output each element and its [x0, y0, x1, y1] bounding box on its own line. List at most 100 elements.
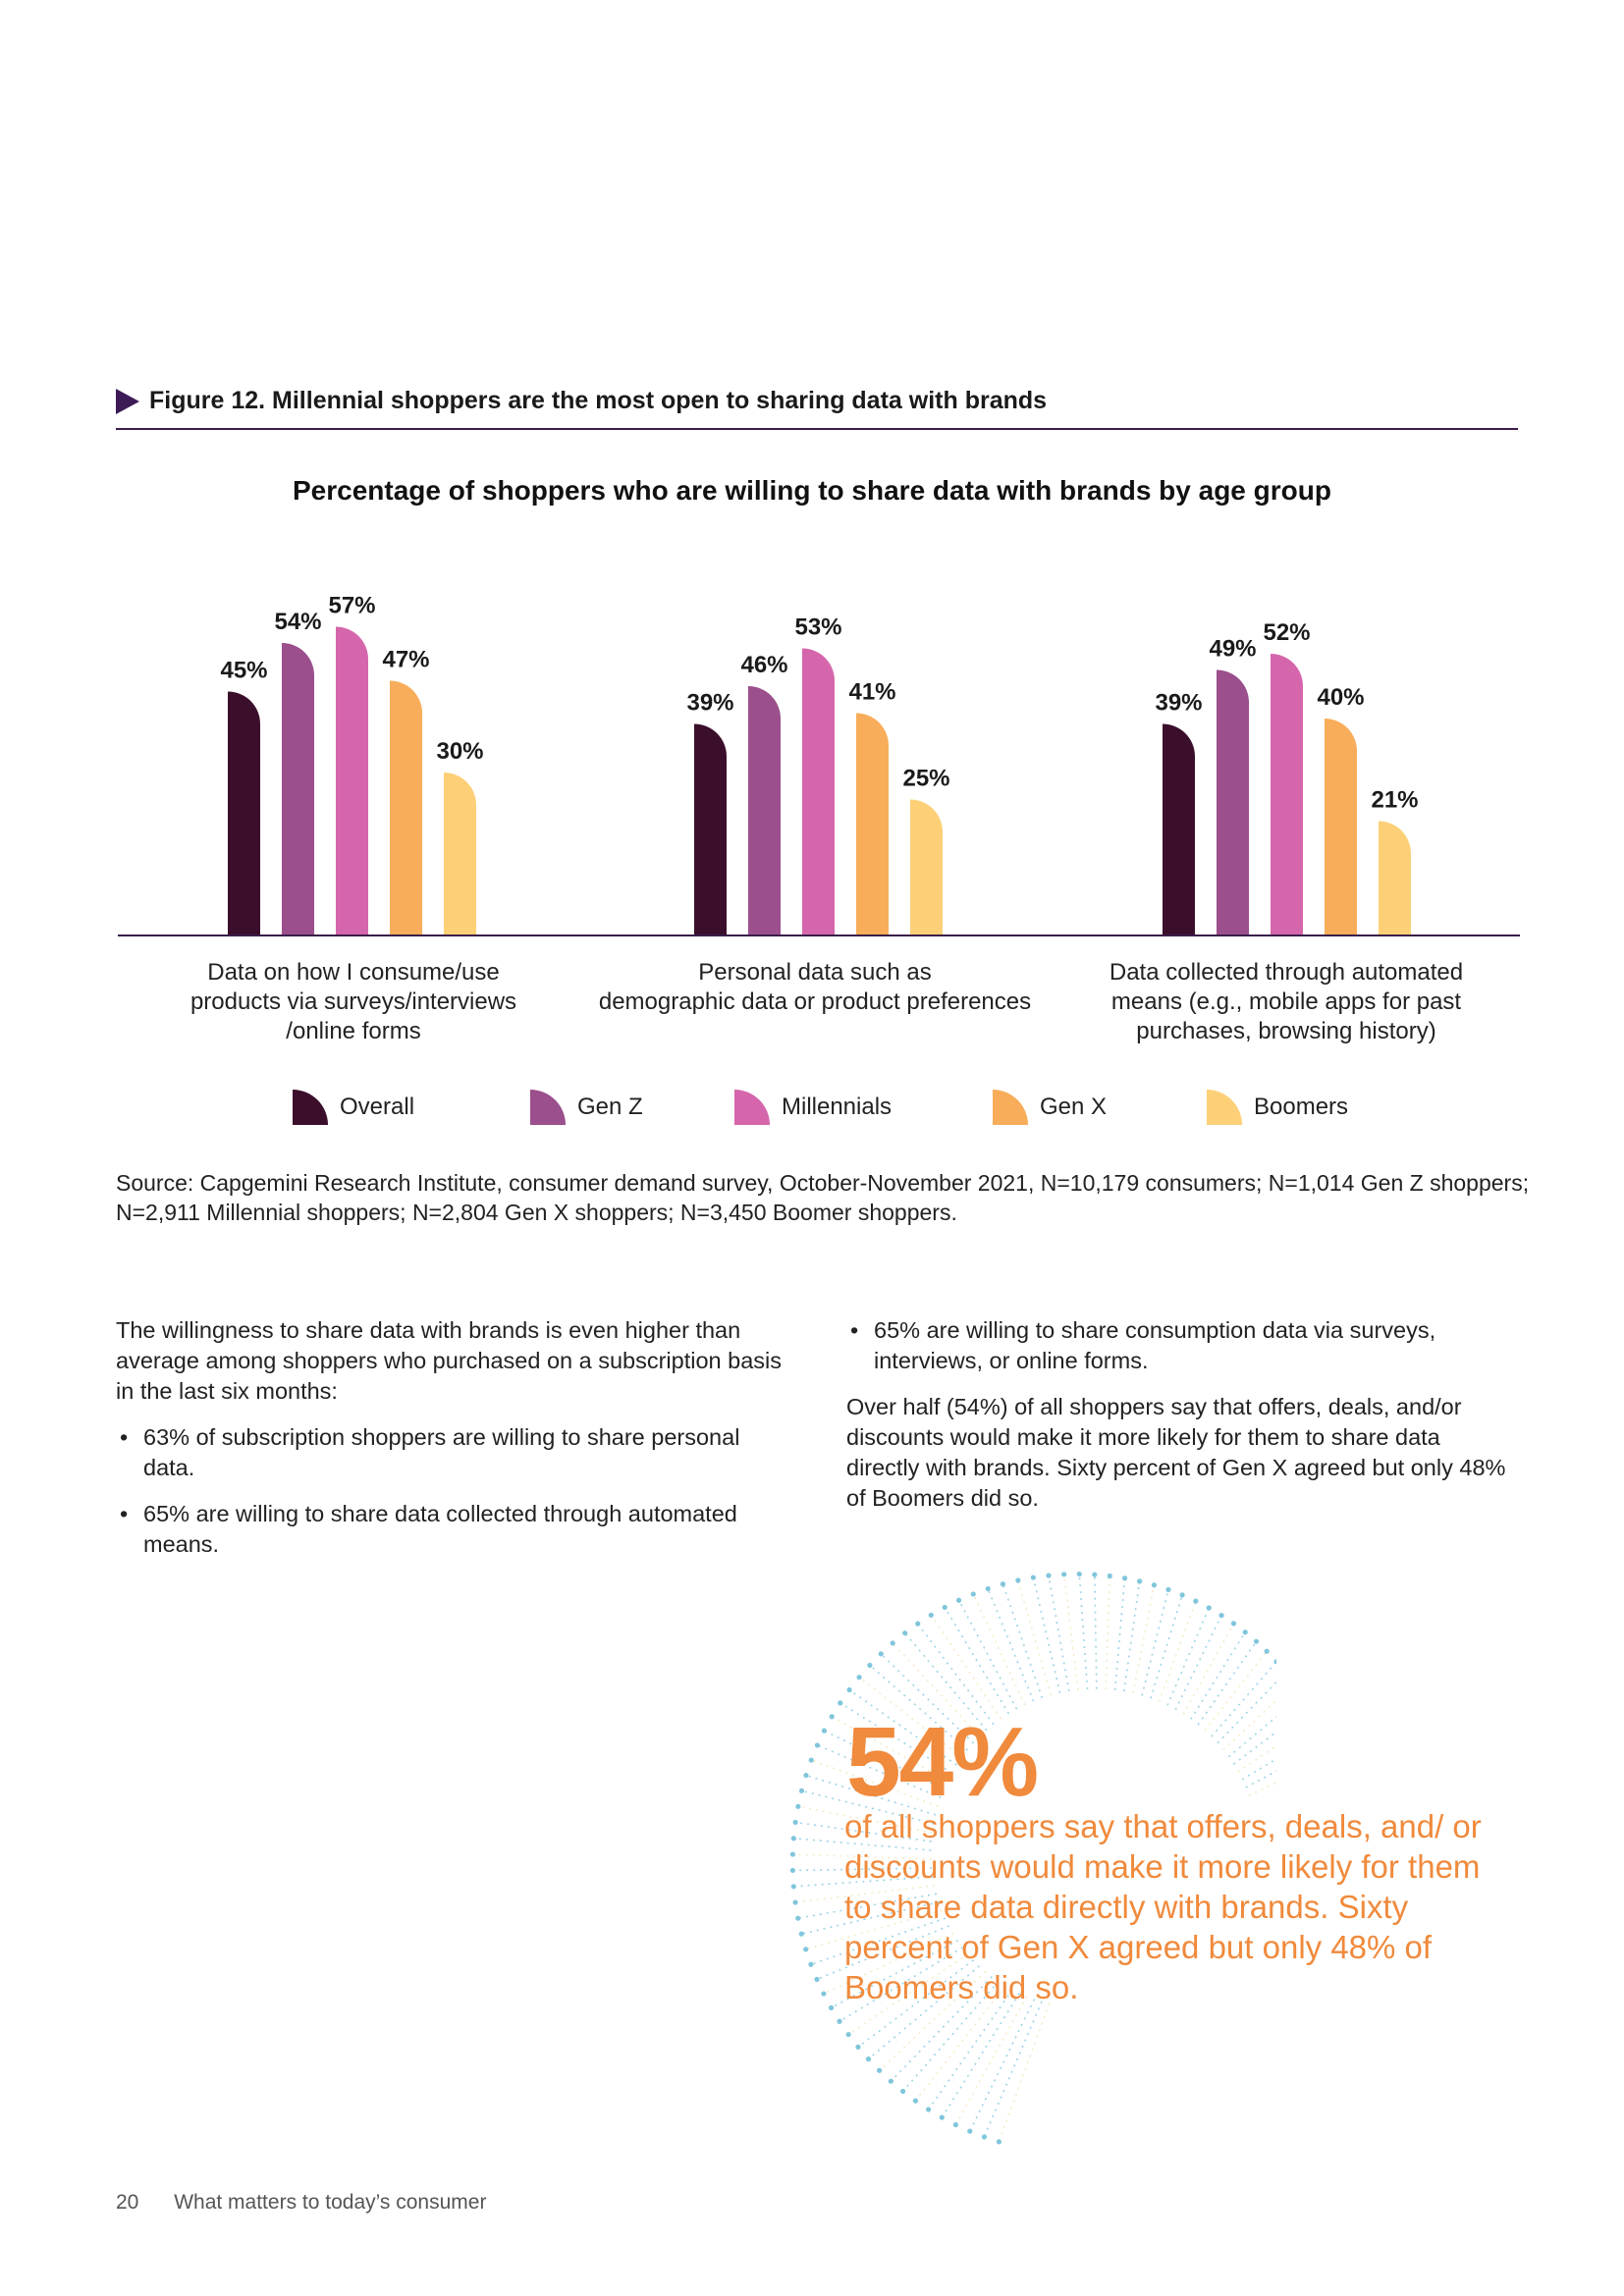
burst-ray-dot	[1165, 1586, 1171, 1593]
burst-ray-dot	[1000, 1581, 1006, 1587]
burst-ray-dot	[981, 2134, 988, 2140]
bar-millennials-1	[336, 626, 368, 934]
burst-ray	[829, 1714, 948, 1782]
burst-ray	[915, 1621, 995, 1726]
burst-ray	[1076, 1571, 1089, 1689]
burst-ray-dot	[1264, 1648, 1270, 1654]
burst-ray	[1132, 1582, 1158, 1694]
burst-ray-line	[957, 1599, 1018, 1710]
burst-ray-line	[839, 1702, 953, 1774]
burst-ray	[1150, 1592, 1185, 1699]
burst-ray	[928, 1612, 1002, 1720]
burst-ray-dot	[808, 1961, 814, 1967]
burst-ray-dot	[789, 1867, 795, 1874]
burst-ray-line	[880, 1653, 975, 1744]
burst-ray-dot	[828, 2004, 835, 2010]
burst-ray-dot	[1107, 1573, 1112, 1579]
bar-label-overall-3: 39%	[1155, 690, 1202, 717]
burst-ray-dot	[790, 1884, 796, 1890]
bar-millennials-2	[802, 648, 835, 934]
bar-overall-2	[694, 723, 727, 934]
burst-ray-dot	[1273, 1659, 1276, 1665]
burst-ray	[1061, 1572, 1079, 1690]
bar-label-boomers-2: 25%	[902, 766, 949, 792]
burst-ray-line	[944, 1607, 1010, 1715]
legend-item-gen-x: Gen X	[993, 1090, 1107, 1125]
burst-ray	[1248, 1782, 1276, 1796]
burst-ray-line	[1190, 1631, 1246, 1720]
burst-ray-dot	[952, 2121, 958, 2128]
burst-ray-line	[1241, 1757, 1276, 1781]
bar-gen-x-2	[856, 713, 889, 934]
burst-ray	[798, 1900, 940, 1937]
burst-ray	[1046, 1573, 1070, 1692]
burst-ray	[970, 1591, 1026, 1706]
burst-ray	[808, 1917, 947, 1967]
burst-ray-dot	[1230, 1621, 1237, 1627]
burst-ray-line	[1094, 1575, 1098, 1689]
burst-ray	[1000, 1581, 1044, 1699]
burst-ray	[790, 1836, 932, 1851]
burst-ray-dot	[967, 2128, 973, 2134]
burst-ray-dot	[942, 1604, 947, 1611]
dotted-burst-graphic	[789, 1571, 1276, 2145]
burst-ray-line	[1245, 1770, 1276, 1789]
burst-ray-line	[1062, 1574, 1079, 1690]
burst-ray	[1204, 1648, 1270, 1732]
burst-ray	[902, 1630, 988, 1732]
burst-ray-dot	[803, 1947, 809, 1952]
bar-millennials-3	[1271, 654, 1303, 934]
bar-overall-3	[1163, 723, 1195, 934]
bar-label-gen-z-1: 54%	[274, 609, 321, 635]
bar-label-millennials-1: 57%	[328, 593, 375, 619]
burst-ray	[900, 1980, 1000, 2095]
burst-ray-line	[793, 1837, 932, 1851]
burst-ray	[878, 1651, 975, 1744]
category-label-automated: Data collected through automated means (…	[1109, 959, 1464, 1044]
burst-ray-line	[927, 1989, 1013, 2110]
burst-ray	[838, 1700, 953, 1774]
bullet-item: 65% are willing to share consumption dat…	[846, 1315, 1514, 1376]
figure-title: Figure 12. Millennial shoppers are the m…	[149, 387, 1048, 414]
bar-chart: 45% 54% 57% 47% 30% 39% 46% 53% 41% 25% 39% 49% 52% 4…	[118, 593, 1520, 936]
burst-ray	[1182, 1621, 1237, 1715]
burst-ray	[855, 1959, 975, 2050]
burst-ray	[1227, 1715, 1276, 1758]
body-right-column: 65% are willing to share consumption dat…	[846, 1315, 1514, 1529]
burst-ray-dot	[1015, 1577, 1021, 1583]
burst-ray-line	[1113, 1577, 1126, 1690]
burst-ray-dot	[912, 2098, 918, 2104]
burst-ray	[1158, 1598, 1199, 1702]
burst-ray	[1237, 1744, 1276, 1773]
burst-ray-line	[1123, 1580, 1141, 1692]
burst-ray	[1166, 1605, 1212, 1706]
burst-ray-dot	[926, 2107, 932, 2112]
body-intro: The willingness to share data with brand…	[116, 1317, 783, 1404]
burst-ray	[1092, 1572, 1098, 1689]
burst-ray-line	[1237, 1744, 1276, 1773]
burst-ray-dot	[1218, 1613, 1224, 1619]
burst-ray	[837, 1947, 963, 2024]
burst-ray	[1141, 1586, 1171, 1696]
bar-label-gen-x-1: 47%	[382, 647, 429, 673]
burst-ray-dot	[838, 1700, 843, 1706]
legend-label-overall: Overall	[340, 1094, 415, 1120]
page-footer: 20 What matters to today’s consumer	[116, 2191, 486, 2215]
burst-ray-dot	[1121, 1575, 1128, 1581]
burst-ray-dot	[814, 1742, 821, 1748]
bar-boomers-1	[444, 773, 476, 934]
burst-ray-dot	[996, 2139, 1001, 2145]
legend-item-millennials: Millennials	[734, 1090, 892, 1125]
burst-ray-line	[1232, 1731, 1276, 1765]
burst-ray-line	[1001, 1583, 1044, 1699]
burst-ray-dot	[877, 2067, 883, 2073]
burst-ray	[828, 1940, 958, 2010]
bullet-item: 63% of subscription shoppers are willing…	[116, 1422, 793, 1483]
burst-ray-dot	[970, 1591, 976, 1597]
burst-ray-dot	[890, 1640, 895, 1646]
burst-ray	[967, 1999, 1036, 2134]
burst-ray	[877, 1970, 987, 2073]
body-paragraph: Over half (54%) of all shoppers say that…	[846, 1394, 1506, 1511]
burst-ray	[1030, 1575, 1061, 1693]
bar-boomers-2	[910, 799, 943, 934]
